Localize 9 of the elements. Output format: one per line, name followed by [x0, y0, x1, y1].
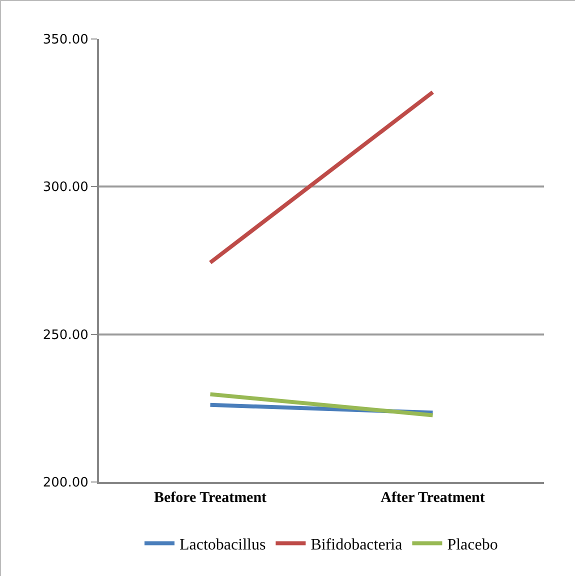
legend-label: Placebo [447, 536, 498, 554]
y-tick-label: 300.00 [42, 180, 88, 196]
legend-label: Lactobacillus [180, 536, 266, 554]
y-tick-label: 200.00 [42, 476, 88, 491]
x-tick-label: Before Treatment [154, 490, 267, 506]
legend-label: Bifidobacteria [310, 536, 402, 554]
x-tick-label: After Treatment [380, 490, 485, 506]
y-tick-label: 250.00 [42, 328, 88, 343]
y-tick-label: 350.00 [42, 32, 88, 48]
